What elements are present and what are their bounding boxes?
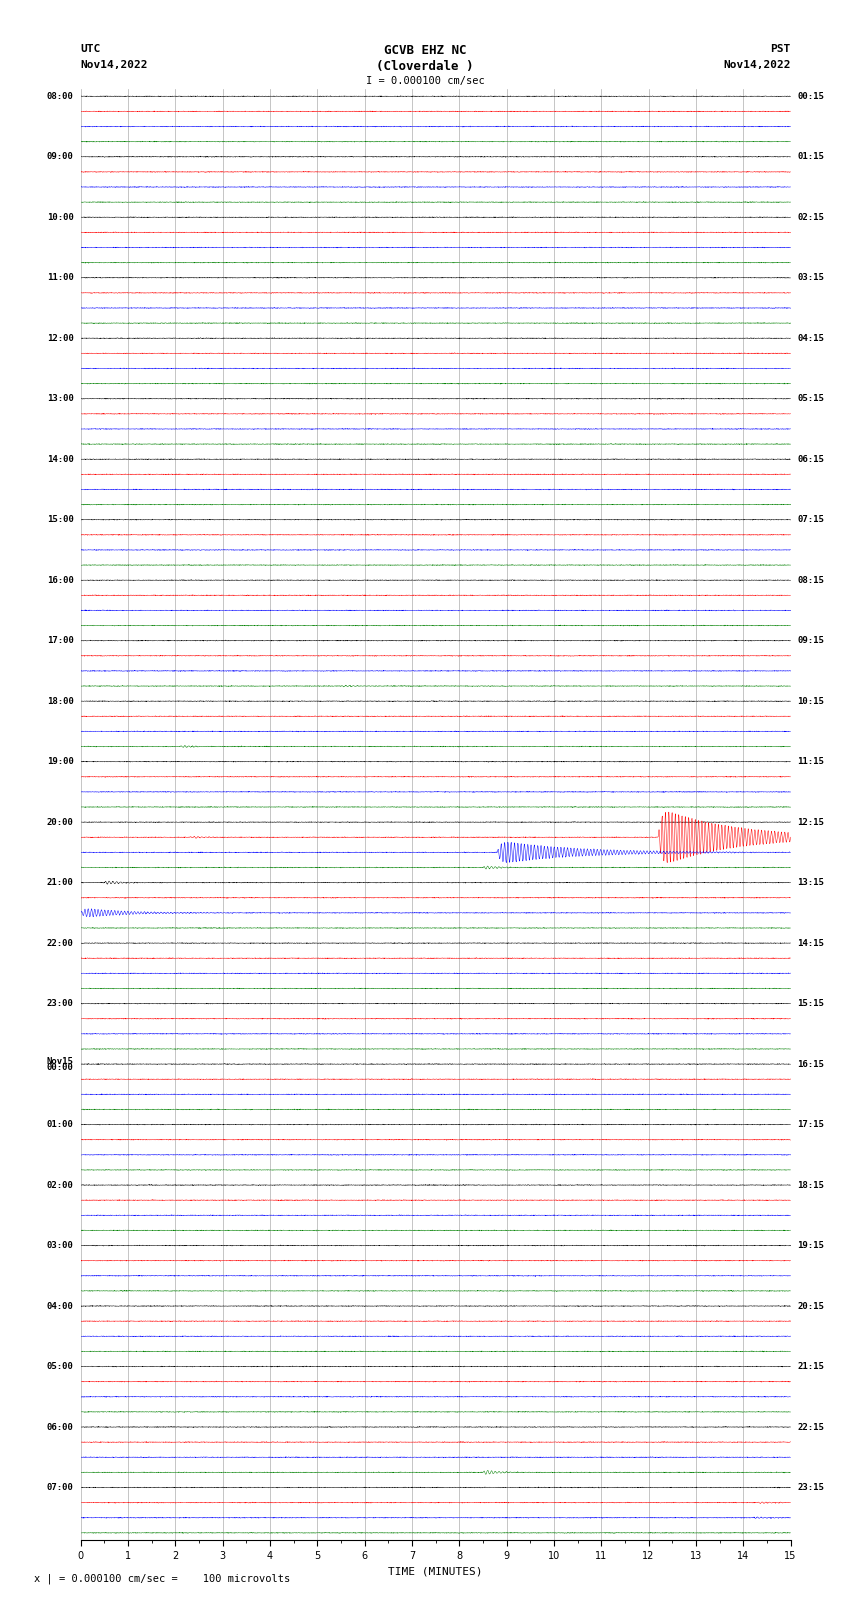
Text: 00:00: 00:00 [47,1063,74,1073]
Text: Nov14,2022: Nov14,2022 [81,60,148,69]
Text: GCVB EHZ NC: GCVB EHZ NC [383,44,467,56]
Text: 08:00: 08:00 [47,92,74,100]
Text: 18:15: 18:15 [797,1181,824,1189]
Text: 04:00: 04:00 [47,1302,74,1310]
Text: 09:00: 09:00 [47,152,74,161]
Text: 17:15: 17:15 [797,1119,824,1129]
Text: 16:15: 16:15 [797,1060,824,1068]
Text: 03:00: 03:00 [47,1240,74,1250]
Text: 07:15: 07:15 [797,515,824,524]
Text: PST: PST [770,44,790,53]
Text: (Cloverdale ): (Cloverdale ) [377,60,473,73]
Text: 14:15: 14:15 [797,939,824,947]
Text: 20:15: 20:15 [797,1302,824,1310]
Text: x | = 0.000100 cm/sec =    100 microvolts: x | = 0.000100 cm/sec = 100 microvolts [34,1573,290,1584]
Text: 10:15: 10:15 [797,697,824,705]
Text: I = 0.000100 cm/sec: I = 0.000100 cm/sec [366,76,484,85]
Text: 16:00: 16:00 [47,576,74,584]
Text: 05:15: 05:15 [797,394,824,403]
Text: 18:00: 18:00 [47,697,74,705]
Text: 01:00: 01:00 [47,1119,74,1129]
Text: 02:15: 02:15 [797,213,824,221]
Text: 14:00: 14:00 [47,455,74,463]
Text: 22:00: 22:00 [47,939,74,947]
Text: 07:00: 07:00 [47,1482,74,1492]
Text: UTC: UTC [81,44,101,53]
Text: 03:15: 03:15 [797,273,824,282]
Text: 09:15: 09:15 [797,636,824,645]
Text: 19:00: 19:00 [47,756,74,766]
Text: Nov15: Nov15 [47,1057,74,1066]
Text: 00:15: 00:15 [797,92,824,100]
Text: 04:15: 04:15 [797,334,824,342]
Text: 11:00: 11:00 [47,273,74,282]
Text: 12:15: 12:15 [797,818,824,826]
Text: 21:15: 21:15 [797,1361,824,1371]
X-axis label: TIME (MINUTES): TIME (MINUTES) [388,1566,483,1576]
Text: 15:00: 15:00 [47,515,74,524]
Text: 13:00: 13:00 [47,394,74,403]
Text: 02:00: 02:00 [47,1181,74,1189]
Text: 10:00: 10:00 [47,213,74,221]
Text: Nov14,2022: Nov14,2022 [723,60,791,69]
Text: 11:15: 11:15 [797,756,824,766]
Text: 01:15: 01:15 [797,152,824,161]
Text: 15:15: 15:15 [797,998,824,1008]
Text: 21:00: 21:00 [47,877,74,887]
Text: 22:15: 22:15 [797,1423,824,1431]
Text: 20:00: 20:00 [47,818,74,826]
Text: 06:00: 06:00 [47,1423,74,1431]
Text: 17:00: 17:00 [47,636,74,645]
Text: 23:00: 23:00 [47,998,74,1008]
Text: 19:15: 19:15 [797,1240,824,1250]
Text: 06:15: 06:15 [797,455,824,463]
Text: 13:15: 13:15 [797,877,824,887]
Text: 05:00: 05:00 [47,1361,74,1371]
Text: 23:15: 23:15 [797,1482,824,1492]
Text: 08:15: 08:15 [797,576,824,584]
Text: 12:00: 12:00 [47,334,74,342]
